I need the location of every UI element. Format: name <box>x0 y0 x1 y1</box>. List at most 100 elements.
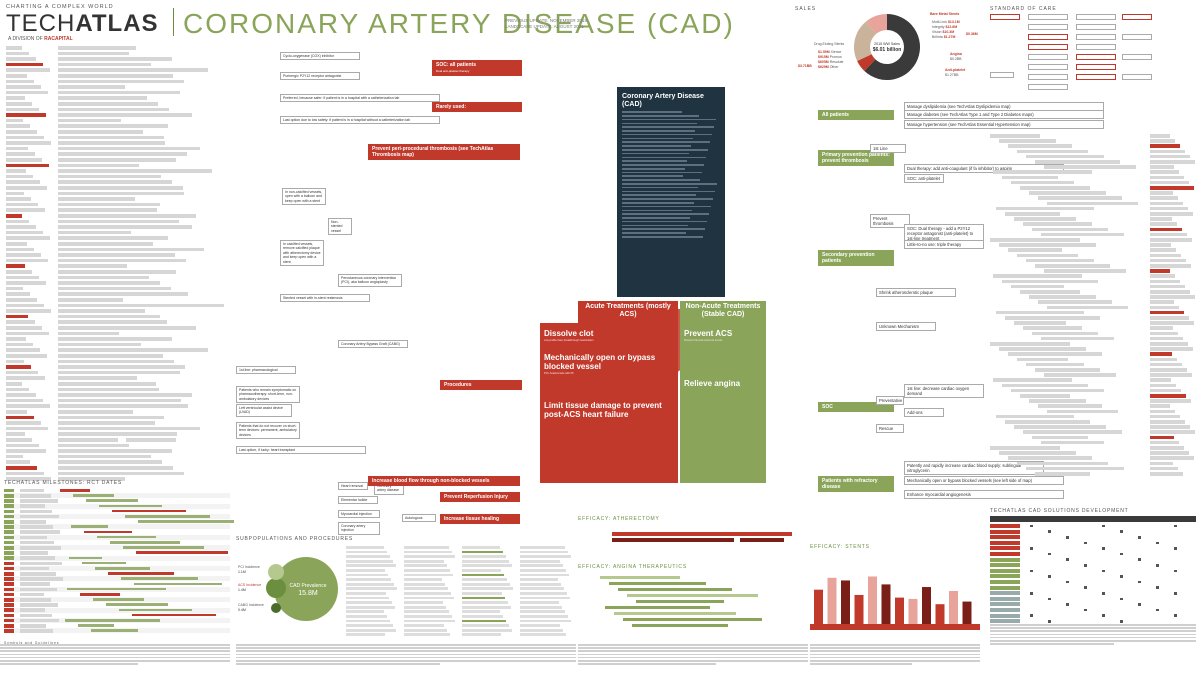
milestone-label <box>4 566 14 571</box>
left-leaf-bar <box>106 57 172 61</box>
subpop-cell <box>520 633 566 637</box>
right-leaf-bar <box>1017 149 1088 154</box>
milestone-label <box>4 587 14 592</box>
footnote-line <box>0 656 230 659</box>
donut-total-label: 2015 WW Sales <box>874 42 900 46</box>
right-leaf-bar <box>1150 331 1178 336</box>
left-leaf-bar <box>58 163 139 168</box>
right-leaf-bar <box>1150 264 1191 268</box>
milestone-bar <box>69 556 102 560</box>
left-leaf-bar <box>58 68 162 72</box>
soc-box <box>1028 34 1068 40</box>
subpop-cell <box>520 546 565 549</box>
footnote-line <box>810 653 980 656</box>
left-hub: Rarely used: <box>432 102 522 112</box>
footnote-line <box>578 663 716 665</box>
title-divider <box>173 8 174 36</box>
right-leaf-bar <box>1150 414 1180 419</box>
subpop-cell <box>520 564 563 568</box>
stents-chart <box>810 576 980 630</box>
stent-bar <box>949 591 958 624</box>
prevalence-label: CAD Prevalence <box>290 583 327 589</box>
right-leaf-bar <box>1150 373 1192 377</box>
footnote-line <box>578 660 808 662</box>
soc-box <box>990 72 1014 78</box>
left-leaf-bar <box>106 102 156 106</box>
right-leaf-bar <box>1150 316 1189 320</box>
left-leaf-bar <box>116 337 172 341</box>
subpop-cell <box>346 559 393 563</box>
milestone-row <box>4 607 230 613</box>
left-leaf-bar <box>6 460 30 464</box>
left-hub-title: Increase blood flow through non-blocked … <box>372 478 490 484</box>
solutions-mark <box>1120 552 1123 556</box>
left-leaf-bar <box>6 107 39 112</box>
sales-right-value: $1.27M <box>943 35 956 39</box>
center-text-line <box>622 224 688 227</box>
left-leaf-bar <box>126 258 180 263</box>
left-leaf-bar <box>6 331 49 336</box>
milestone-bar <box>73 494 114 497</box>
milestone-label <box>4 514 14 519</box>
right-leaf-bar <box>1008 144 1072 148</box>
angina-bar <box>605 606 710 610</box>
sales-left-item: $605M Resolute <box>818 60 844 65</box>
right-node: Little-to-no use: triple therapy <box>904 240 984 249</box>
center-text-line <box>622 209 692 212</box>
right-leaf-bar <box>1150 300 1174 304</box>
stent-bar <box>854 594 864 624</box>
milestone-name <box>20 624 46 628</box>
left-leaf-bar <box>106 326 196 330</box>
left-leaf-bar <box>6 477 51 481</box>
left-leaf-bar <box>6 253 41 257</box>
acute-panel-title: Dissolve clot <box>544 329 594 338</box>
right-leaf-bar <box>1150 466 1178 471</box>
left-leaf-bar <box>126 348 208 352</box>
right-leaf-bar <box>1150 196 1178 200</box>
right-leaf-bar <box>999 139 1056 143</box>
left-leaf-bar <box>58 79 184 84</box>
milestone-bar <box>106 603 168 606</box>
milestone-name <box>20 514 59 519</box>
milestone-label <box>4 624 14 628</box>
footnote-line <box>810 663 912 665</box>
right-leaf-bar <box>1150 435 1174 440</box>
left-node: Preferred, because safer: if patient is … <box>280 94 440 103</box>
left-leaf-bar <box>6 432 25 436</box>
right-leaf-bar <box>1035 472 1090 476</box>
right-leaf-bar <box>1150 253 1181 258</box>
left-leaf-bar <box>6 421 41 425</box>
right-leaf-bar <box>1002 175 1058 180</box>
angina-bar <box>632 624 728 628</box>
milestone-name <box>20 530 60 534</box>
left-leaf-bar <box>6 135 44 140</box>
sales-left-value: $1.59M <box>818 50 830 54</box>
left-leaf-bar <box>106 415 164 420</box>
milestone-name <box>20 587 57 592</box>
left-hub-sub: Dual anti-platelet therapy <box>436 69 470 73</box>
des-label: Drug Eluting Stents <box>814 42 845 46</box>
solutions-mark <box>1174 592 1177 595</box>
subpop-cell <box>404 587 448 591</box>
solutions-row-label <box>990 613 1020 618</box>
acute-panel-sub: PCI; Anastomosis with 65 <box>544 372 574 375</box>
right-hub: SOC <box>818 402 894 412</box>
subpop-cell <box>404 546 449 549</box>
left-leaf-bar <box>6 415 34 420</box>
sales-left-item: $915M Promus <box>818 55 842 60</box>
donut-slice <box>854 21 887 62</box>
acute-panel-title: Mechanically open or bypass blocked vess… <box>544 353 656 371</box>
left-leaf-bar <box>58 230 131 235</box>
techatlas-logo: TECHATLAS <box>6 10 159 38</box>
subpop-cell <box>462 615 503 618</box>
milestone-bar <box>95 567 150 570</box>
left-leaf-bar <box>6 443 39 448</box>
subpop-cell <box>520 569 566 572</box>
milestone-label <box>4 535 14 540</box>
milestone-label <box>4 540 14 545</box>
left-leaf-bar <box>116 158 176 162</box>
page-title: CORONARY ARTERY DISEASE (CAD) <box>183 8 735 39</box>
stent-bar <box>881 584 891 624</box>
des-total: $3.71BB <box>798 64 812 68</box>
left-leaf-bar <box>6 202 38 207</box>
